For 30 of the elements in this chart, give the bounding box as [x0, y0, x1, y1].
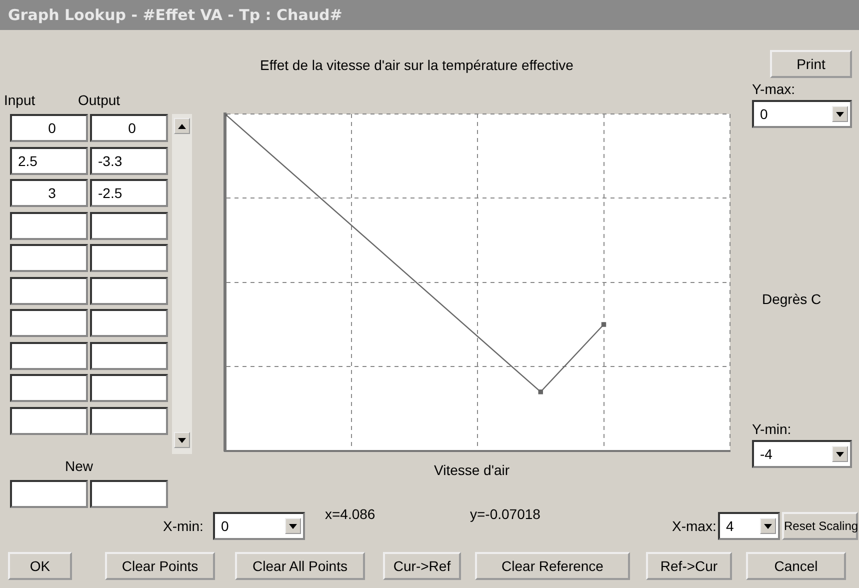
- text: 2.5: [10, 146, 88, 174]
- text: -3.3: [90, 146, 168, 174]
- x-axis-title: Vitesse d'air: [434, 462, 510, 478]
- text: x=4.086: [325, 506, 376, 522]
- text: Clear All Points: [235, 552, 365, 580]
- text: 0: [10, 114, 88, 142]
- text: New: [65, 458, 94, 474]
- text: Print: [770, 50, 852, 78]
- text: Y-max:: [752, 81, 796, 97]
- text: y=-0.07018: [470, 506, 540, 522]
- y-tick-label: -4: [752, 440, 852, 468]
- text: 3: [10, 179, 88, 207]
- text: Input: [4, 92, 36, 108]
- text: 0: [90, 114, 168, 142]
- text: Output: [78, 92, 120, 108]
- text: Clear Reference: [475, 552, 630, 580]
- chart-title: Effet de la vitesse d'air sur la température effective: [260, 57, 574, 73]
- text: Cur->Ref: [383, 552, 461, 580]
- x-tick-label: 4: [718, 512, 780, 540]
- text: Reset Scaling: [782, 512, 858, 540]
- text: X-max:: [672, 518, 716, 534]
- text: Cancel: [746, 552, 846, 580]
- text: Ref->Cur: [646, 552, 732, 580]
- y-axis-title: Degrès C: [762, 291, 822, 307]
- text: Clear Points: [105, 552, 215, 580]
- text: Y-min:: [752, 421, 792, 437]
- text: OK: [8, 552, 72, 580]
- text: -2.5: [90, 179, 168, 207]
- text: Graph Lookup - #Effet VA - Tp : Chaud#: [0, 0, 859, 30]
- text: X-min:: [163, 518, 204, 534]
